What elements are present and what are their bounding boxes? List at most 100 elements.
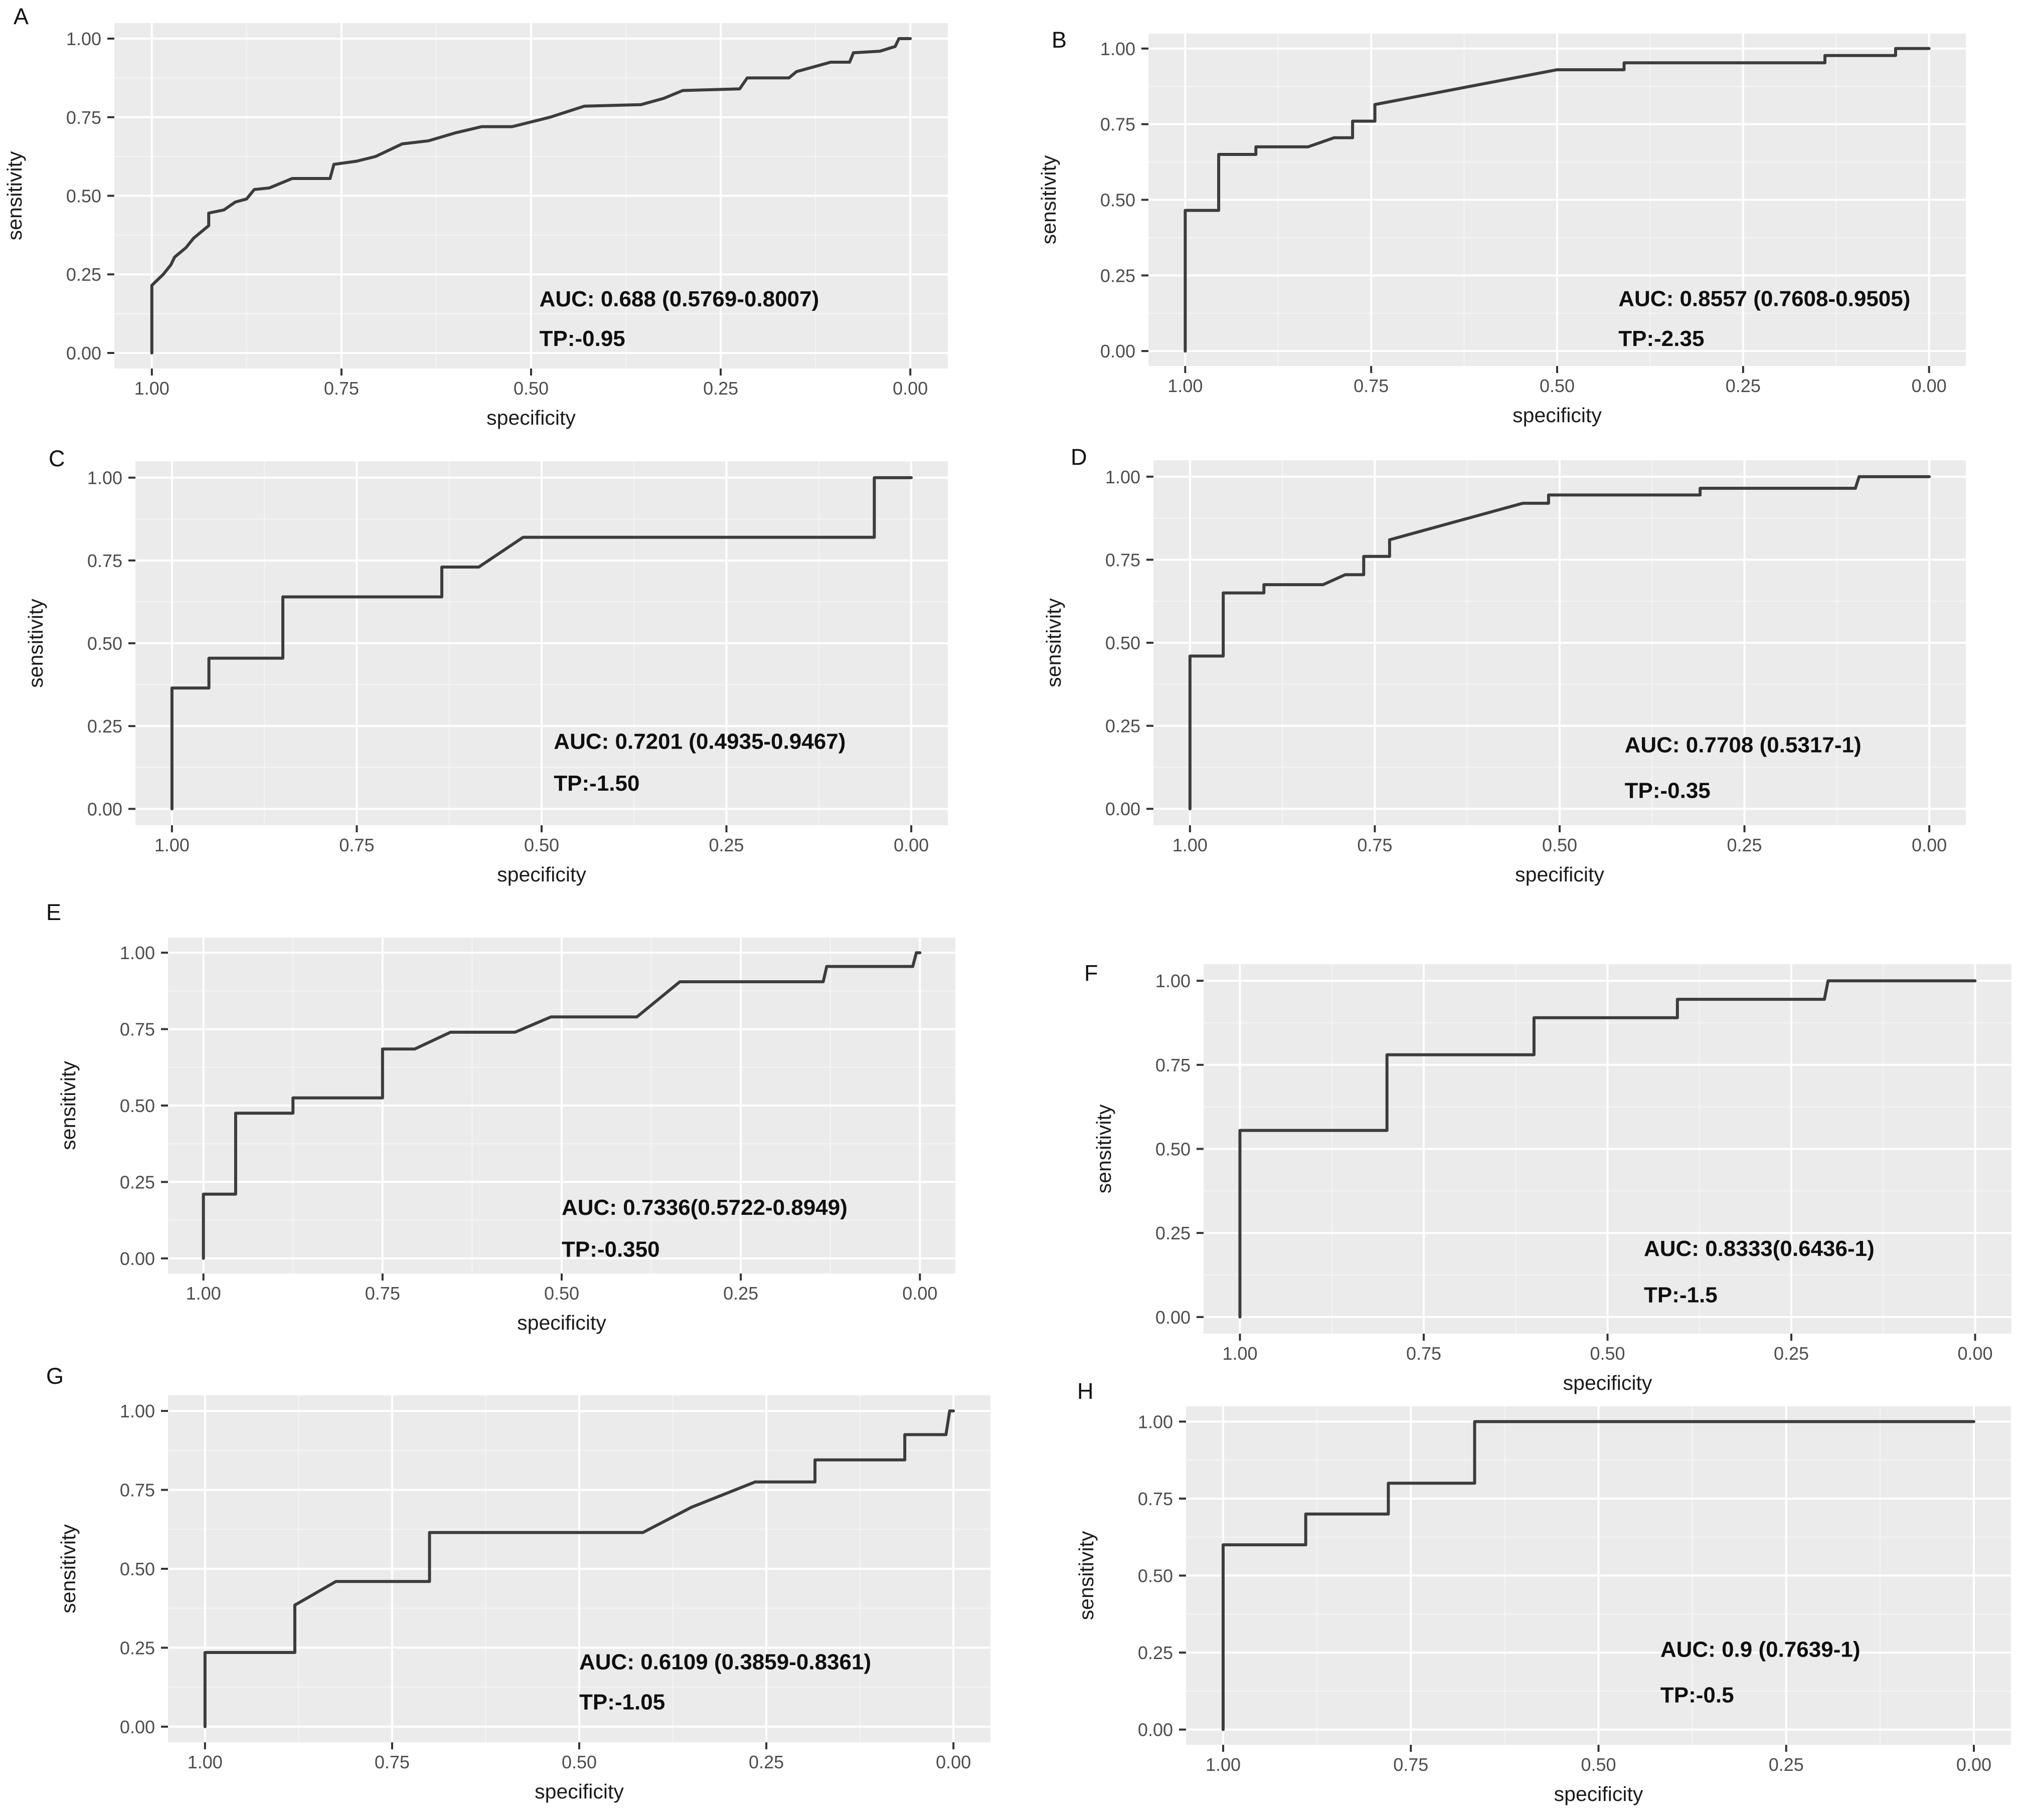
y-tick-label: 0.25 — [1105, 716, 1140, 737]
x-tick-label: 0.00 — [894, 835, 929, 855]
roc-plot-g: 1.00 0.75 0.50 0.25 0.00 0.00 0.25 0.50 0.75 1.00… — [46, 1363, 990, 1803]
auc-annotation: AUC: 0.9 (0.7639-1) — [1660, 1637, 1861, 1662]
panel-letter-e: E — [46, 899, 61, 925]
y-tick-label: 0.25 — [66, 264, 101, 285]
roc-curve-c — [170, 476, 913, 811]
panel-letter-f: F — [1084, 960, 1098, 986]
y-tick-label: 0.75 — [1138, 1489, 1173, 1509]
y-tick-label: 0.00 — [87, 799, 122, 819]
roc-plot-h: 1.00 0.75 0.50 0.25 0.00 0.00 0.25 0.50 0.75 1.00… — [1075, 1378, 2011, 1805]
y-tick-label: 0.25 — [1155, 1223, 1191, 1243]
x-tick-label: 1.00 — [188, 1752, 223, 1772]
x-tick-label: 0.50 — [1581, 1754, 1616, 1775]
tp-annotation: TP:-1.05 — [579, 1690, 665, 1714]
x-tick-label: 0.25 — [1774, 1343, 1809, 1364]
x-tick-label: 0.00 — [1912, 376, 1947, 396]
x-axis-title: specificity — [1563, 1371, 1652, 1394]
y-tick-label: 0.25 — [1100, 265, 1135, 286]
panel-f: 1.00 0.75 0.50 0.25 0.00 0.00 0.25 0.50 0.75 1.00… — [1053, 917, 2019, 1394]
x-tick-label: 0.00 — [902, 1283, 937, 1304]
y-axis-title: sensitivity — [1092, 1104, 1115, 1193]
tp-annotation: TP:-0.35 — [1625, 778, 1711, 803]
x-tick-label: 0.00 — [1956, 1754, 1991, 1775]
y-tick-label: 0.75 — [1155, 1055, 1191, 1075]
x-tick-label: 0.50 — [562, 1752, 597, 1772]
roc-plot-e: 1.00 0.75 0.50 0.25 0.00 0.00 0.25 0.50 0.75 1.00… — [46, 899, 955, 1334]
y-tick-label: 0.75 — [1105, 550, 1140, 570]
x-tick-label: 1.00 — [186, 1283, 221, 1304]
roc-curve-g — [203, 1409, 955, 1728]
y-axis-title: sensitivity — [1042, 598, 1065, 687]
x-tick-label: 0.50 — [514, 378, 549, 399]
y-tick-label: 0.00 — [1105, 799, 1140, 819]
y-tick-label: 0.00 — [66, 343, 101, 363]
panel-letter-b: B — [1052, 27, 1067, 53]
y-tick-label: 1.00 — [120, 943, 155, 963]
x-tick-label: 0.25 — [1727, 835, 1762, 855]
x-tick-label: 0.50 — [524, 835, 559, 855]
y-axis-title: sensitivity — [1037, 155, 1060, 244]
x-tick-label: 0.25 — [1726, 376, 1761, 396]
x-tick-label: 0.75 — [1354, 376, 1389, 396]
y-axis-title: sensitivity — [1075, 1531, 1098, 1620]
x-tick-label: 1.00 — [134, 378, 170, 399]
x-tick-label: 1.00 — [1167, 376, 1203, 396]
y-tick-label: 0.50 — [1105, 633, 1140, 653]
roc-plot-a: 1.00 0.75 0.50 0.25 0.00 0.00 0.25 0.50 0.75 1.00… — [3, 4, 948, 429]
y-tick-label: 0.00 — [1138, 1720, 1173, 1740]
y-axis-title: sensitivity — [57, 1061, 80, 1150]
y-tick-label: 0.75 — [66, 107, 101, 128]
x-tick-label: 0.75 — [375, 1752, 410, 1772]
y-tick-label: 1.00 — [120, 1401, 155, 1421]
x-tick-label: 0.50 — [1540, 376, 1575, 396]
tp-annotation: TP:-0.5 — [1660, 1683, 1734, 1708]
y-axis-title: sensitivity — [3, 151, 26, 240]
y-tick-label: 0.50 — [87, 633, 122, 654]
y-tick-label: 0.75 — [1100, 114, 1135, 135]
y-tick-label: 0.50 — [120, 1559, 155, 1579]
tp-annotation: TP:-0.95 — [540, 326, 625, 351]
x-tick-label: 0.50 — [1542, 835, 1577, 855]
roc-curve-h — [1222, 1420, 1975, 1731]
y-tick-label: 1.00 — [1155, 971, 1191, 991]
roc-plot-d: 1.00 0.75 0.50 0.25 0.00 0.00 0.25 0.50 0.75 1.00… — [1042, 444, 1966, 886]
x-axis-title: specificity — [1554, 1782, 1643, 1805]
x-tick-label: 0.75 — [324, 378, 359, 399]
roc-curve-d — [1188, 475, 1931, 811]
x-axis-title: specificity — [535, 1780, 624, 1803]
panel-g: 1.00 0.75 0.50 0.25 0.00 0.00 0.25 0.50 0.75 1.00… — [15, 1338, 1000, 1820]
x-axis-title: specificity — [1512, 404, 1602, 427]
panel-letter-d: D — [1071, 444, 1087, 470]
y-tick-label: 0.00 — [120, 1717, 155, 1737]
y-tick-label: 0.50 — [1155, 1139, 1191, 1160]
y-tick-label: 1.00 — [1100, 39, 1135, 59]
y-tick-label: 1.00 — [87, 468, 122, 488]
x-axis-title: specificity — [486, 406, 576, 429]
y-tick-label: 0.50 — [1138, 1566, 1173, 1586]
panel-e: 1.00 0.75 0.50 0.25 0.00 0.00 0.25 0.50 0.75 1.00… — [15, 890, 993, 1336]
y-tick-label: 1.00 — [66, 29, 101, 49]
tp-annotation: TP:-2.35 — [1618, 326, 1704, 351]
auc-annotation: AUC: 0.7336(0.5722-0.8949) — [562, 1195, 848, 1220]
x-tick-label: 0.25 — [709, 835, 744, 855]
panel-b: 1.00 0.75 0.50 0.25 0.00 0.00 0.25 0.50 0.75 1.00… — [1031, 6, 2019, 436]
auc-annotation: AUC: 0.8557 (0.7608-0.9505) — [1618, 287, 1910, 311]
y-tick-label: 0.25 — [120, 1637, 155, 1658]
y-tick-label: 0.75 — [120, 1480, 155, 1501]
tp-annotation: TP:-1.50 — [554, 771, 639, 796]
y-tick-label: 0.25 — [1138, 1643, 1173, 1663]
x-tick-label: 0.50 — [1590, 1343, 1625, 1364]
x-tick-label: 0.75 — [1406, 1343, 1441, 1364]
auc-annotation: AUC: 0.8333(0.6436-1) — [1644, 1236, 1875, 1261]
x-tick-label: 0.75 — [339, 835, 374, 855]
y-tick-label: 0.25 — [87, 716, 122, 737]
y-tick-label: 0.50 — [66, 186, 101, 207]
x-axis-title: specificity — [517, 1311, 606, 1334]
y-tick-label: 0.00 — [1100, 341, 1135, 361]
tp-annotation: TP:-0.350 — [562, 1237, 660, 1262]
x-tick-label: 0.25 — [749, 1752, 784, 1772]
y-tick-label: 0.00 — [120, 1248, 155, 1269]
auc-annotation: AUC: 0.7708 (0.5317-1) — [1625, 733, 1862, 757]
panel-h: 1.00 0.75 0.50 0.25 0.00 0.00 0.25 0.50 0.75 1.00… — [1053, 1359, 2019, 1820]
y-tick-label: 0.75 — [120, 1019, 155, 1040]
